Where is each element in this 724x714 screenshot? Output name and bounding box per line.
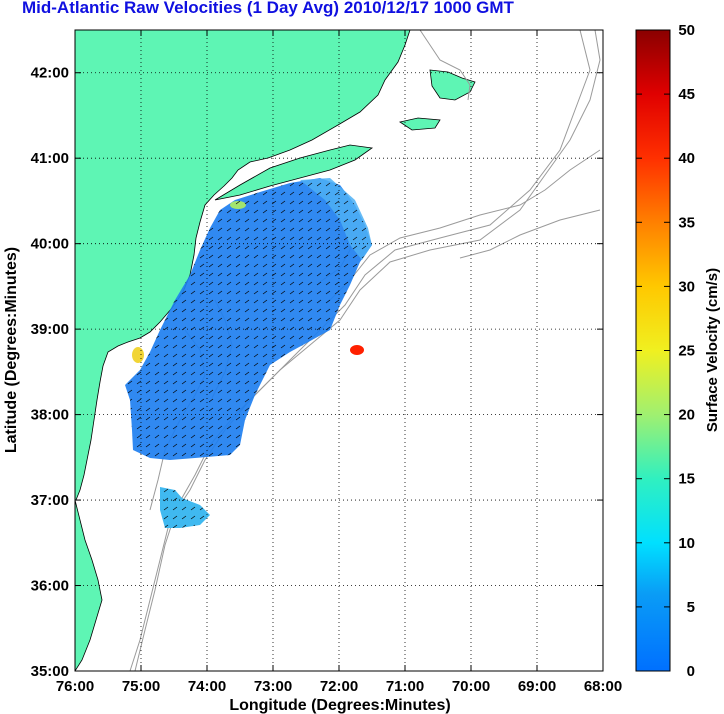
grid-lines <box>75 30 603 671</box>
velocity-field <box>125 178 372 528</box>
x-tick-label: 73:00 <box>254 678 292 695</box>
land-mass <box>75 30 411 501</box>
x-tick-label: 74:00 <box>188 678 226 695</box>
y-tick-label: 35:00 <box>31 663 69 680</box>
colorbar-tick-label: 20 <box>678 407 695 424</box>
colorbar-ticks: 0 5 10 15 20 25 30 35 40 45 50 <box>636 22 695 680</box>
x-tick-label: 68:00 <box>584 678 622 695</box>
long-island <box>214 144 374 201</box>
y-tick-label: 36:00 <box>31 578 69 595</box>
colorbar-label: Surface Velocity (cm/s) <box>704 268 721 432</box>
y-axis-label: Latitude (Degrees:Minutes) <box>3 247 20 453</box>
colorbar-tick-label: 10 <box>678 535 695 552</box>
x-tick-label: 69:00 <box>518 678 556 695</box>
y-tick-label: 40:00 <box>31 236 69 253</box>
x-tick-label: 70:00 <box>452 678 490 695</box>
y-tick-label: 37:00 <box>31 492 69 509</box>
colorbar-tick-label: 50 <box>678 22 695 39</box>
y-tick-label: 38:00 <box>31 407 69 424</box>
colorbar-tick-label: 45 <box>678 86 695 103</box>
delmarva-coast <box>75 499 103 671</box>
velocity-arrows-south <box>160 487 210 528</box>
y-tick-label: 42:00 <box>31 65 69 82</box>
map-title: Mid-Atlantic Raw Velocities (1 Day Avg) … <box>22 0 514 17</box>
hotspot <box>350 345 364 355</box>
island-martha <box>398 117 441 131</box>
colorbar-tick-label: 25 <box>678 343 695 360</box>
colorbar-tick-label: 5 <box>687 599 695 616</box>
colorbar-tick-label: 0 <box>687 663 695 680</box>
colorbar-tick-label: 40 <box>678 150 695 167</box>
x-tick-label: 75:00 <box>122 678 160 695</box>
y-tick-label: 39:00 <box>31 321 69 338</box>
warm-patch <box>132 347 144 363</box>
axis-ticks: 76:00 75:00 74:00 73:00 72:00 71:00 70:00 69:00… <box>31 30 622 695</box>
colorbar-tick-label: 15 <box>678 471 695 488</box>
colorbar-tick-label: 30 <box>678 278 695 295</box>
colorbar-tick-label: 35 <box>678 214 695 231</box>
y-tick-label: 41:00 <box>31 150 69 167</box>
x-axis-label: Longitude (Degrees:Minutes) <box>229 697 450 714</box>
x-tick-label: 76:00 <box>56 678 94 695</box>
x-tick-label: 71:00 <box>386 678 424 695</box>
velocity-arrows <box>125 178 372 460</box>
x-tick-label: 72:00 <box>320 678 358 695</box>
cape-cod <box>429 69 476 101</box>
